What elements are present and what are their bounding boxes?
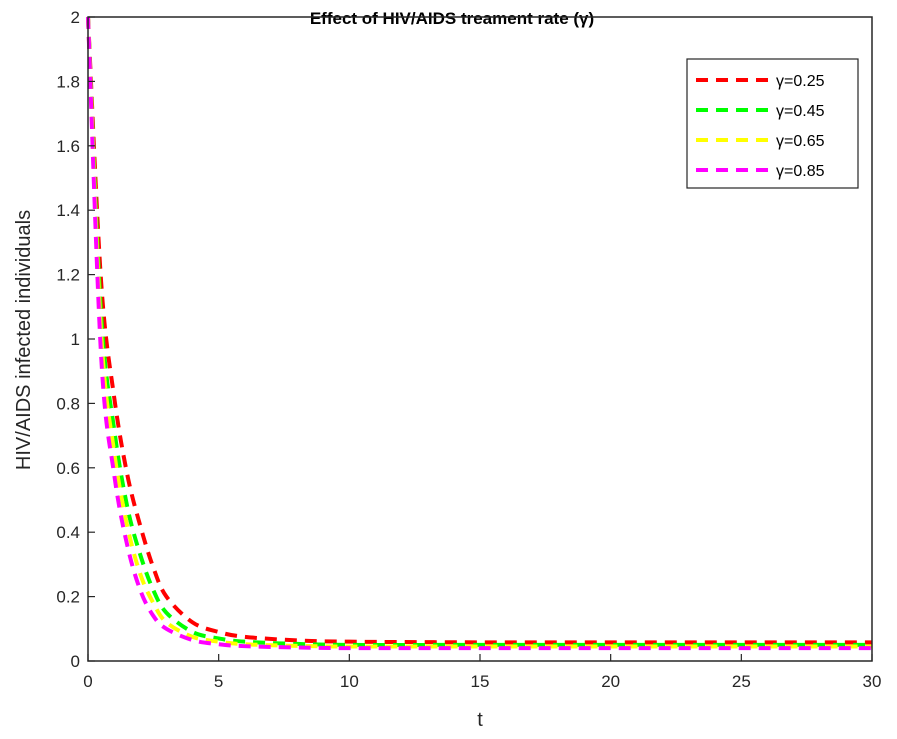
- y-tick-label: 1.4: [56, 201, 80, 220]
- y-tick-label: 0.6: [56, 459, 80, 478]
- y-tick-label: 1.8: [56, 72, 80, 91]
- y-tick-label: 2: [71, 8, 80, 27]
- y-tick-label: 0.4: [56, 523, 80, 542]
- series-line-1: [86, 16, 872, 645]
- x-axis: 0 5 10 15 20 25 30: [83, 654, 881, 691]
- y-tick-label: 0.8: [56, 394, 80, 413]
- legend-entry: γ=0.25: [776, 73, 825, 90]
- chart-title: Effect of HIV/AIDS treament rate (γ): [310, 9, 594, 28]
- series-line-3: [86, 16, 872, 649]
- x-tick-label: 15: [471, 672, 490, 691]
- x-tick-label: 30: [863, 672, 882, 691]
- legend-entry: γ=0.85: [776, 163, 825, 180]
- x-tick-label: 5: [214, 672, 223, 691]
- y-tick-label: 0: [71, 652, 80, 671]
- y-axis-label: HIV/AIDS infected individuals: [13, 210, 35, 470]
- legend-entry: γ=0.65: [776, 133, 825, 150]
- series-layer: [86, 16, 873, 651]
- x-axis-label: t: [477, 709, 483, 731]
- series-line-2: [86, 16, 872, 647]
- legend: γ=0.25 γ=0.45 γ=0.65 γ=0.85: [686, 58, 859, 189]
- y-tick-label: 0.2: [56, 588, 80, 607]
- y-tick-label: 1.2: [56, 266, 80, 285]
- x-tick-label: 10: [340, 672, 359, 691]
- legend-entry: γ=0.45: [776, 103, 825, 120]
- x-tick-label: 20: [601, 672, 620, 691]
- y-tick-label: 1: [71, 330, 80, 349]
- y-tick-label: 1.6: [56, 137, 80, 156]
- y-axis: 0 0.2 0.4 0.6 0.8 1 1.2 1.4 1.6 1.8 2: [56, 8, 95, 671]
- series-line-4: [86, 16, 873, 651]
- x-tick-label: 0: [83, 672, 92, 691]
- x-tick-label: 25: [732, 672, 751, 691]
- legend-box: [686, 58, 859, 189]
